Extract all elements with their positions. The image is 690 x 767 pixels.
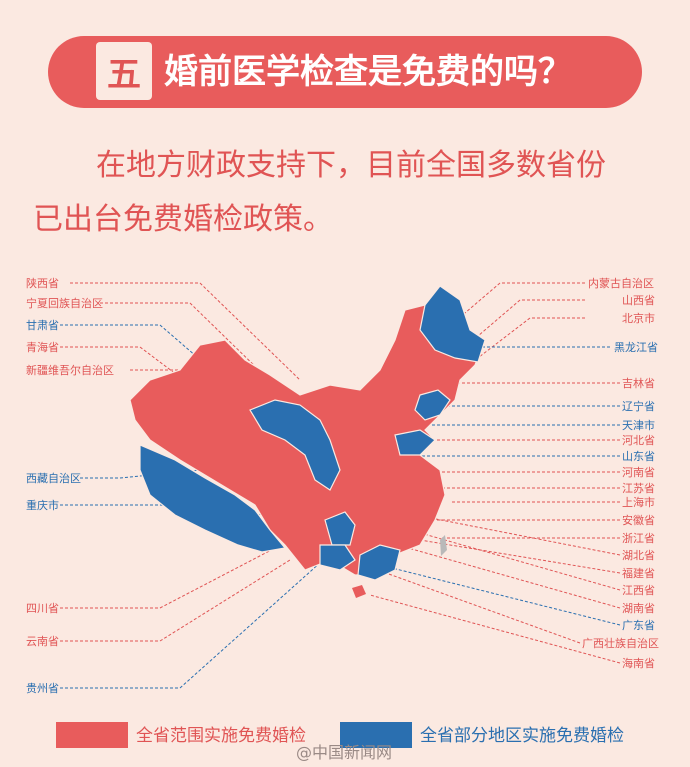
label-fujian: 福建省 [622, 567, 655, 580]
label-yunnan: 云南省 [26, 635, 59, 648]
label-xizang: 西藏自治区 [26, 472, 81, 485]
legend-partial-swatch [340, 722, 412, 748]
map-hainan [352, 585, 366, 598]
legend-partial-label: 全省部分地区实施免费婚检 [420, 726, 624, 746]
label-guizhou: 贵州省 [26, 682, 59, 695]
label-hainan: 海南省 [622, 657, 655, 670]
label-qinghai: 青海省 [26, 341, 59, 354]
intro-line-2: 已出台免费婚检政策。 [33, 202, 333, 237]
label-xinjiang: 新疆维吾尔自治区 [26, 364, 114, 377]
legend-full-swatch [56, 722, 128, 748]
label-gansu: 甘肃省 [26, 319, 59, 332]
label-hunan: 湖南省 [622, 602, 655, 615]
label-shanxi: 山西省 [622, 294, 655, 307]
label-tianjin: 天津市 [622, 419, 655, 432]
label-neimenggu: 内蒙古自治区 [588, 277, 654, 290]
label-guangdong: 广东省 [622, 619, 655, 632]
map-taiwan [440, 535, 447, 556]
label-anhui: 安徽省 [622, 514, 655, 527]
legend-full-label: 全省范围实施免费婚检 [136, 726, 306, 746]
watermark: @中国新闻网 [296, 743, 393, 762]
intro-line-1: 在地方财政支持下，目前全国多数省份 [96, 148, 606, 183]
label-jiangxi: 江西省 [622, 584, 655, 597]
label-shandong: 山东省 [622, 450, 655, 463]
label-beijing: 北京市 [622, 312, 655, 325]
label-jilin: 吉林省 [622, 377, 655, 390]
label-liaoning: 辽宁省 [622, 400, 655, 413]
label-guangxi: 广西壮族自治区 [582, 637, 659, 650]
label-jiangsu: 江苏省 [622, 482, 655, 495]
section-number: 五 [96, 42, 152, 100]
label-shanghai: 上海市 [622, 496, 655, 509]
label-ningxia: 宁夏回族自治区 [26, 297, 103, 310]
label-shaanxi: 陕西省 [26, 277, 59, 290]
label-hebei: 河北省 [622, 434, 655, 447]
china-map [60, 282, 621, 689]
map-blue-regions [139, 285, 486, 581]
label-hubei: 湖北省 [622, 549, 655, 562]
label-heilongjiang: 黑龙江省 [614, 341, 658, 354]
label-zhejiang: 浙江省 [622, 532, 655, 545]
label-chongqing: 重庆市 [26, 499, 59, 512]
label-henan: 河南省 [622, 466, 655, 479]
label-sichuan: 四川省 [26, 602, 59, 615]
page-title: 婚前医学检查是免费的吗？ [164, 52, 572, 92]
